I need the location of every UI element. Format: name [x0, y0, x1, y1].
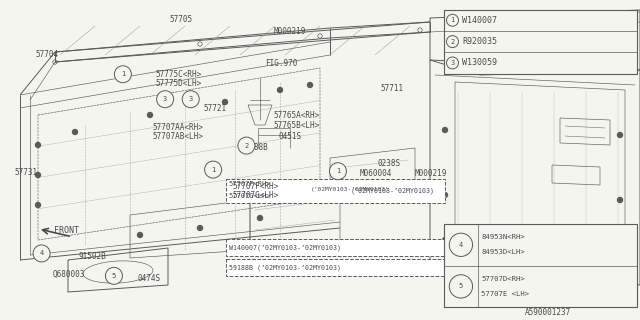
Circle shape [157, 91, 173, 108]
Text: FIG.970: FIG.970 [266, 59, 298, 68]
Text: 84953D<LH>: 84953D<LH> [481, 249, 525, 255]
Text: 5: 5 [112, 273, 116, 279]
Text: W140007: W140007 [463, 16, 497, 25]
Text: 57765A<RH>: 57765A<RH> [274, 111, 320, 120]
Text: 57704: 57704 [35, 50, 58, 59]
Text: 3: 3 [189, 96, 193, 102]
Text: 57721: 57721 [204, 104, 227, 113]
Circle shape [198, 226, 202, 230]
Text: 57707G<LH>: 57707G<LH> [229, 193, 271, 199]
Text: 57705: 57705 [170, 15, 193, 24]
Text: (’02MY0103-’02MY0103): (’02MY0103-’02MY0103) [351, 188, 435, 194]
Circle shape [330, 163, 346, 180]
Text: W140007(’02MY0103-’02MY0103): W140007(’02MY0103-’02MY0103) [229, 244, 341, 251]
Text: 91502B: 91502B [78, 252, 106, 261]
Circle shape [205, 161, 221, 178]
Text: 1: 1 [451, 17, 454, 23]
Circle shape [72, 130, 77, 134]
Text: 2: 2 [451, 39, 454, 44]
Circle shape [33, 245, 50, 262]
Bar [226, 239, 445, 256]
Circle shape [447, 57, 458, 69]
Circle shape [257, 215, 262, 220]
Text: W130059: W130059 [463, 59, 497, 68]
Circle shape [307, 83, 312, 87]
Text: 57707AB<LH>: 57707AB<LH> [152, 132, 203, 141]
Circle shape [442, 193, 447, 197]
Text: 84953N<RH>: 84953N<RH> [481, 234, 525, 240]
Circle shape [449, 233, 472, 256]
Circle shape [442, 127, 447, 132]
Text: 0451S: 0451S [278, 132, 301, 141]
Text: 57707F<RH>: 57707F<RH> [232, 182, 278, 191]
Bar [226, 259, 445, 276]
Circle shape [447, 14, 458, 26]
Text: 3: 3 [163, 96, 167, 102]
Circle shape [278, 87, 282, 92]
Text: 3: 3 [451, 60, 454, 66]
Text: 5: 5 [459, 284, 463, 289]
Text: 57707D<RH>: 57707D<RH> [481, 276, 525, 282]
Text: 57731: 57731 [14, 168, 37, 177]
Text: 57707E <LH>: 57707E <LH> [481, 291, 529, 297]
Text: 2: 2 [244, 143, 248, 148]
Circle shape [106, 267, 122, 284]
Circle shape [618, 247, 623, 252]
Circle shape [35, 172, 40, 178]
Text: A590001237: A590001237 [525, 308, 571, 317]
Text: 1: 1 [336, 168, 340, 174]
Text: 59188B (’02MY0103-’02MY0103): 59188B (’02MY0103-’02MY0103) [229, 264, 341, 271]
Text: 4: 4 [40, 251, 44, 256]
Text: 57707F<RH>: 57707F<RH> [229, 181, 271, 187]
Bar [444, 224, 637, 307]
Text: 57765B<LH>: 57765B<LH> [274, 121, 320, 130]
Circle shape [238, 137, 255, 154]
Circle shape [618, 132, 623, 138]
Text: 59188B: 59188B [240, 143, 268, 152]
Circle shape [449, 275, 472, 298]
Bar [444, 10, 637, 74]
Text: 4: 4 [459, 242, 463, 248]
Text: 57707AA<RH>: 57707AA<RH> [152, 123, 203, 132]
Text: 57707G<LH>: 57707G<LH> [232, 191, 278, 200]
Text: 57775D<LH>: 57775D<LH> [156, 79, 202, 88]
Text: R920035: R920035 [463, 37, 497, 46]
Circle shape [182, 91, 199, 108]
Text: 0474S: 0474S [138, 274, 161, 283]
Text: 1: 1 [121, 71, 125, 77]
Circle shape [35, 142, 40, 148]
Text: M060004: M060004 [360, 169, 392, 178]
Text: 0238S: 0238S [378, 159, 401, 168]
Bar [226, 179, 445, 203]
Circle shape [223, 100, 227, 105]
Circle shape [35, 203, 40, 207]
Circle shape [618, 197, 623, 203]
Circle shape [447, 36, 458, 48]
Circle shape [138, 233, 143, 237]
Text: FRONT: FRONT [54, 226, 79, 235]
Circle shape [147, 113, 152, 117]
Text: Q680003: Q680003 [52, 270, 85, 279]
Circle shape [115, 66, 131, 83]
Text: 57775C<RH>: 57775C<RH> [156, 70, 202, 79]
Circle shape [442, 237, 447, 243]
Text: M000219: M000219 [415, 169, 447, 178]
Text: 57711: 57711 [381, 84, 404, 93]
Text: 1: 1 [211, 167, 215, 172]
Text: (’02MY0103-’02MY0103): (’02MY0103-’02MY0103) [311, 188, 390, 192]
Text: M000219: M000219 [274, 27, 307, 36]
